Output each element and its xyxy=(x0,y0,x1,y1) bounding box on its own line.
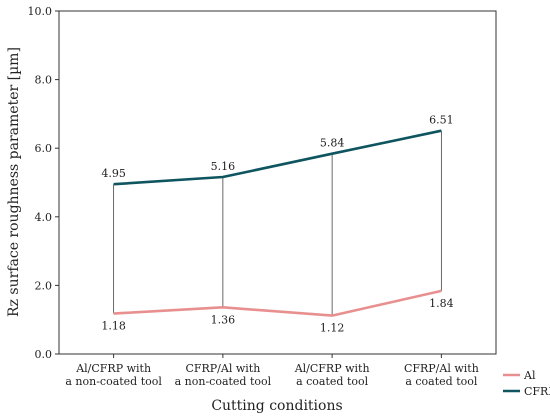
y-tick-label: 0.0 xyxy=(35,348,53,361)
x-tick-label: CFRP/Al with xyxy=(404,362,479,375)
y-tick-label: 10.0 xyxy=(28,5,53,18)
legend-label-al: Al xyxy=(523,369,536,382)
legend-label-cfrp: CFRP xyxy=(524,385,550,398)
x-tick-label: a non-coated tool xyxy=(175,375,272,388)
data-label-al: 1.12 xyxy=(320,322,345,335)
x-tick-label: CFRP/Al with xyxy=(185,362,260,375)
series-lines xyxy=(113,129,442,317)
data-label-al: 1.18 xyxy=(101,320,126,333)
y-tick-label: 4.0 xyxy=(35,211,53,224)
data-label-al: 1.84 xyxy=(429,297,454,310)
legend: Al CFRP xyxy=(503,369,550,398)
series-line-al xyxy=(113,289,442,317)
data-label-cfrp: 5.16 xyxy=(211,160,236,173)
x-tick-label: Al/CFRP with xyxy=(294,362,370,375)
y-axis-title: Rz surface roughness parameter [µm] xyxy=(6,47,22,317)
y-tick-label: 2.0 xyxy=(35,279,53,292)
plot-frame xyxy=(58,10,497,355)
y-axis: 0.0 2.0 4.0 6.0 8.0 10.0 xyxy=(28,5,59,361)
x-tick-label: a non-coated tool xyxy=(65,375,162,388)
x-tick-label: Al/CFRP with xyxy=(75,362,151,375)
drop-lines xyxy=(113,130,442,316)
x-tick-label: a coated tool xyxy=(405,375,478,388)
y-tick-label: 6.0 xyxy=(35,142,53,155)
data-label-cfrp: 5.84 xyxy=(320,137,345,150)
x-tick-label: a coated tool xyxy=(296,375,369,388)
data-label-cfrp: 4.95 xyxy=(101,167,126,180)
series-line-cfrp xyxy=(113,129,442,186)
y-tick-label: 8.0 xyxy=(35,74,53,87)
x-axis-title: Cutting conditions xyxy=(211,398,342,414)
value-labels: 1.18 1.36 1.12 1.84 4.95 5.16 5.84 6.51 xyxy=(101,114,453,335)
data-label-al: 1.36 xyxy=(211,313,236,326)
data-label-cfrp: 6.51 xyxy=(429,114,454,127)
